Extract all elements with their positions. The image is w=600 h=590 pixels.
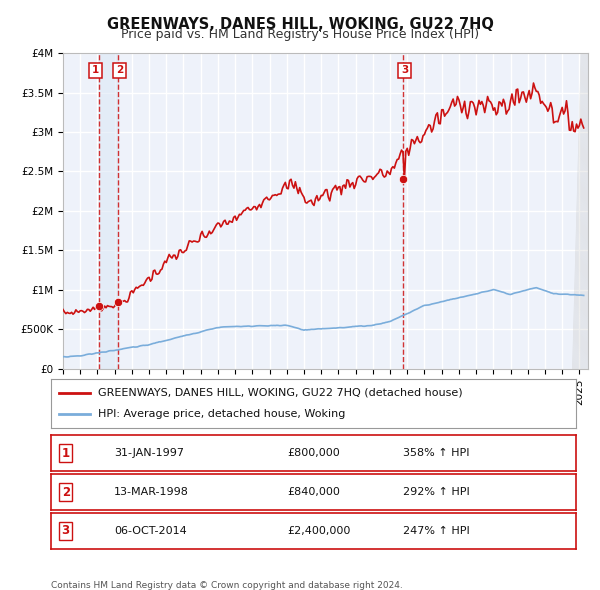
Text: 3: 3 <box>62 525 70 537</box>
Text: GREENWAYS, DANES HILL, WOKING, GU22 7HQ (detached house): GREENWAYS, DANES HILL, WOKING, GU22 7HQ … <box>98 388 463 398</box>
Text: HPI: Average price, detached house, Woking: HPI: Average price, detached house, Woki… <box>98 409 346 419</box>
Text: 292% ↑ HPI: 292% ↑ HPI <box>403 487 470 497</box>
Text: 31-JAN-1997: 31-JAN-1997 <box>114 448 184 458</box>
Text: 247% ↑ HPI: 247% ↑ HPI <box>403 526 470 536</box>
Text: 06-OCT-2014: 06-OCT-2014 <box>114 526 187 536</box>
Text: Contains HM Land Registry data © Crown copyright and database right 2024.
This d: Contains HM Land Registry data © Crown c… <box>51 581 403 590</box>
Text: £840,000: £840,000 <box>287 487 340 497</box>
Text: Price paid vs. HM Land Registry's House Price Index (HPI): Price paid vs. HM Land Registry's House … <box>121 28 479 41</box>
Text: 2: 2 <box>62 486 70 499</box>
Text: GREENWAYS, DANES HILL, WOKING, GU22 7HQ: GREENWAYS, DANES HILL, WOKING, GU22 7HQ <box>107 17 493 31</box>
Text: 3: 3 <box>401 65 408 76</box>
Text: £800,000: £800,000 <box>287 448 340 458</box>
Text: 1: 1 <box>92 65 100 76</box>
Bar <box>99 53 118 369</box>
Text: 1: 1 <box>62 447 70 460</box>
Text: £2,400,000: £2,400,000 <box>287 526 350 536</box>
Text: 13-MAR-1998: 13-MAR-1998 <box>114 487 189 497</box>
Text: 358% ↑ HPI: 358% ↑ HPI <box>403 448 469 458</box>
Text: 2: 2 <box>116 65 123 76</box>
